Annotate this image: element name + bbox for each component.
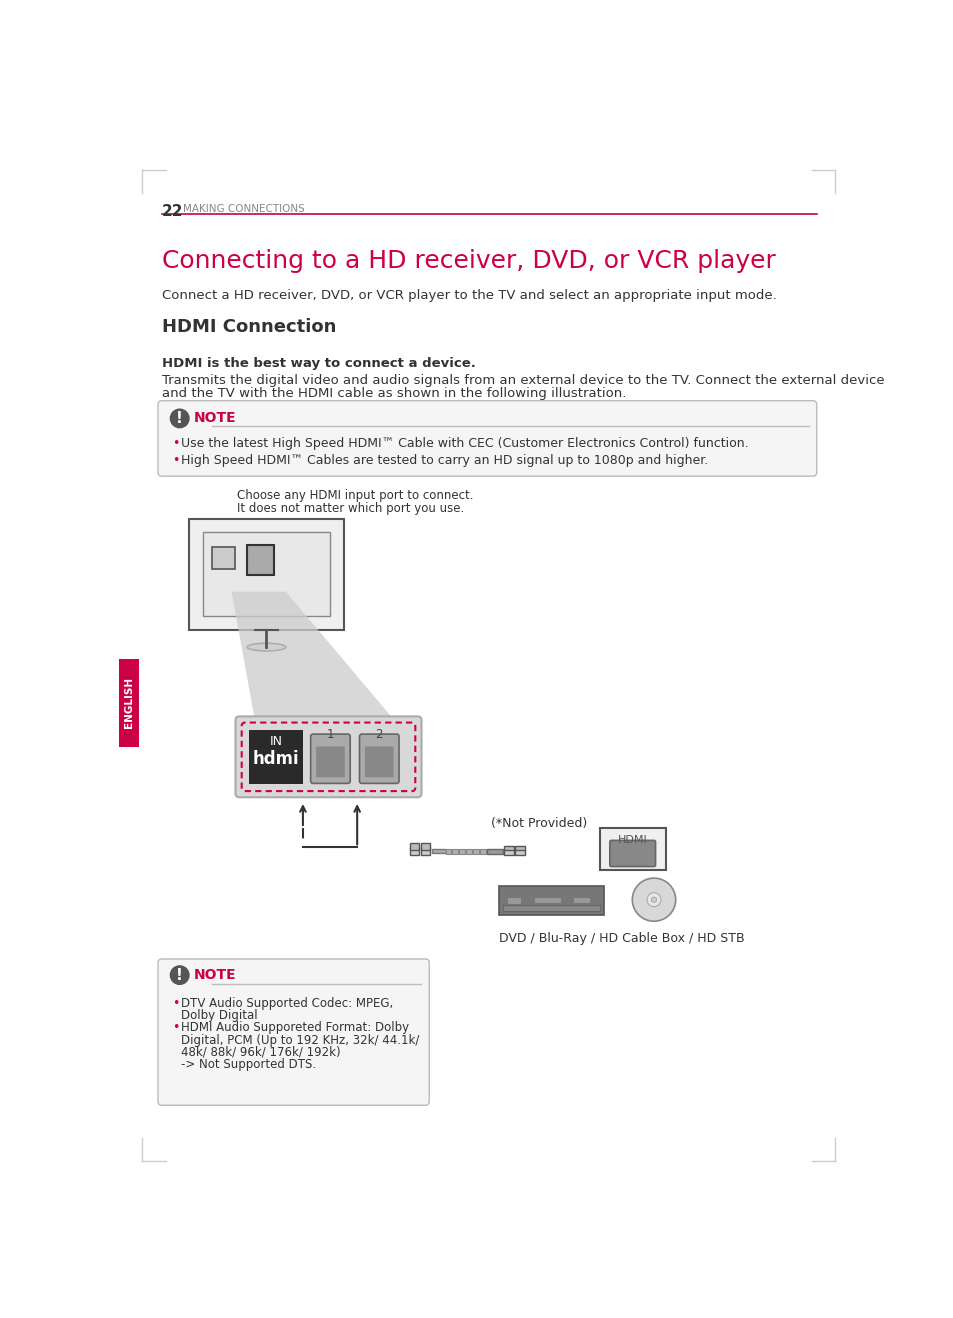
FancyBboxPatch shape (158, 401, 816, 476)
Text: 2: 2 (375, 728, 382, 741)
Text: Connecting to a HD receiver, DVD, or VCR player: Connecting to a HD receiver, DVD, or VCR… (162, 249, 775, 273)
Bar (487, 849, 502, 854)
Bar (466, 849, 472, 854)
Text: •: • (172, 1021, 179, 1035)
Text: (*Not Provided): (*Not Provided) (491, 817, 587, 829)
Bar (420, 847, 430, 855)
Bar (515, 849, 524, 855)
Text: Choose any HDMI input port to connect.: Choose any HDMI input port to connect. (236, 489, 473, 502)
Text: High Speed HDMI™ Cables are tested to carry an HD signal up to 1080p and higher.: High Speed HDMI™ Cables are tested to ca… (181, 453, 708, 467)
Text: NOTE: NOTE (193, 411, 236, 426)
Bar (203, 532, 330, 617)
Bar (534, 898, 560, 903)
Bar (480, 849, 485, 854)
FancyBboxPatch shape (315, 746, 344, 778)
Bar (249, 729, 303, 784)
Bar (459, 849, 464, 854)
Text: DTV Audio Supported Codec: MPEG,: DTV Audio Supported Codec: MPEG, (181, 996, 393, 1010)
FancyBboxPatch shape (235, 717, 421, 797)
Circle shape (646, 892, 660, 907)
Text: !: ! (176, 411, 183, 426)
Bar (452, 849, 457, 854)
Bar (504, 846, 513, 850)
Text: hdmi: hdmi (253, 750, 299, 768)
FancyBboxPatch shape (311, 734, 350, 783)
Text: NOTE: NOTE (193, 969, 236, 982)
Bar (247, 546, 274, 575)
Ellipse shape (247, 643, 286, 651)
Text: 1: 1 (326, 728, 334, 741)
Text: Transmits the digital video and audio signals from an external device to the TV.: Transmits the digital video and audio si… (162, 374, 883, 386)
Bar (572, 898, 589, 903)
Text: DVD / Blu-Ray / HD Cable Box / HD STB: DVD / Blu-Ray / HD Cable Box / HD STB (498, 932, 744, 945)
Bar (498, 886, 603, 915)
Bar (473, 849, 478, 854)
Text: Use the latest High Speed HDMI™ Cable with CEC (Customer Electronics Control) fu: Use the latest High Speed HDMI™ Cable wi… (181, 436, 748, 449)
Polygon shape (232, 592, 394, 720)
Text: IN: IN (269, 735, 282, 749)
Text: Dolby Digital: Dolby Digital (181, 1010, 257, 1021)
Text: Connect a HD receiver, DVD, or VCR player to the TV and select an appropriate in: Connect a HD receiver, DVD, or VCR playe… (162, 289, 776, 302)
Bar (119, 659, 139, 747)
Text: HDMI: HDMI (617, 834, 646, 845)
Bar (506, 898, 520, 904)
Bar (515, 846, 524, 850)
Text: Digital, PCM (Up to 192 KHz, 32k/ 44.1k/: Digital, PCM (Up to 192 KHz, 32k/ 44.1k/ (181, 1033, 419, 1046)
Bar (410, 844, 418, 850)
Bar (420, 844, 430, 850)
Text: 22: 22 (162, 204, 183, 219)
FancyBboxPatch shape (609, 841, 655, 866)
Circle shape (651, 898, 656, 903)
FancyBboxPatch shape (365, 746, 394, 778)
Text: ENGLISH: ENGLISH (124, 677, 134, 729)
Text: -> Not Supported DTS.: -> Not Supported DTS. (181, 1058, 316, 1072)
Bar (445, 849, 451, 854)
Polygon shape (189, 518, 344, 630)
Text: MAKING CONNECTIONS: MAKING CONNECTIONS (183, 204, 304, 215)
Bar (431, 849, 445, 854)
Text: 48k/ 88k/ 96k/ 176k/ 192k): 48k/ 88k/ 96k/ 176k/ 192k) (181, 1046, 340, 1058)
Text: !: ! (176, 967, 183, 983)
Text: It does not matter which port you use.: It does not matter which port you use. (236, 502, 464, 514)
Circle shape (171, 966, 189, 985)
Circle shape (171, 409, 189, 427)
Bar (212, 547, 235, 568)
Bar (410, 847, 418, 855)
Text: HDMI is the best way to connect a device.: HDMI is the best way to connect a device… (162, 357, 476, 370)
Text: •: • (172, 436, 179, 449)
Text: and the TV with the HDMI cable as shown in the following illustration.: and the TV with the HDMI cable as shown … (162, 387, 625, 399)
Bar (599, 828, 665, 870)
FancyBboxPatch shape (158, 960, 429, 1106)
FancyBboxPatch shape (359, 734, 398, 783)
Text: HDMI Connection: HDMI Connection (162, 319, 335, 336)
Text: HDMI Audio Supporeted Format: Dolby: HDMI Audio Supporeted Format: Dolby (181, 1021, 409, 1035)
Text: •: • (172, 453, 179, 467)
Bar (504, 849, 513, 855)
Bar (502, 905, 599, 911)
Circle shape (632, 878, 675, 921)
Text: •: • (172, 996, 179, 1010)
